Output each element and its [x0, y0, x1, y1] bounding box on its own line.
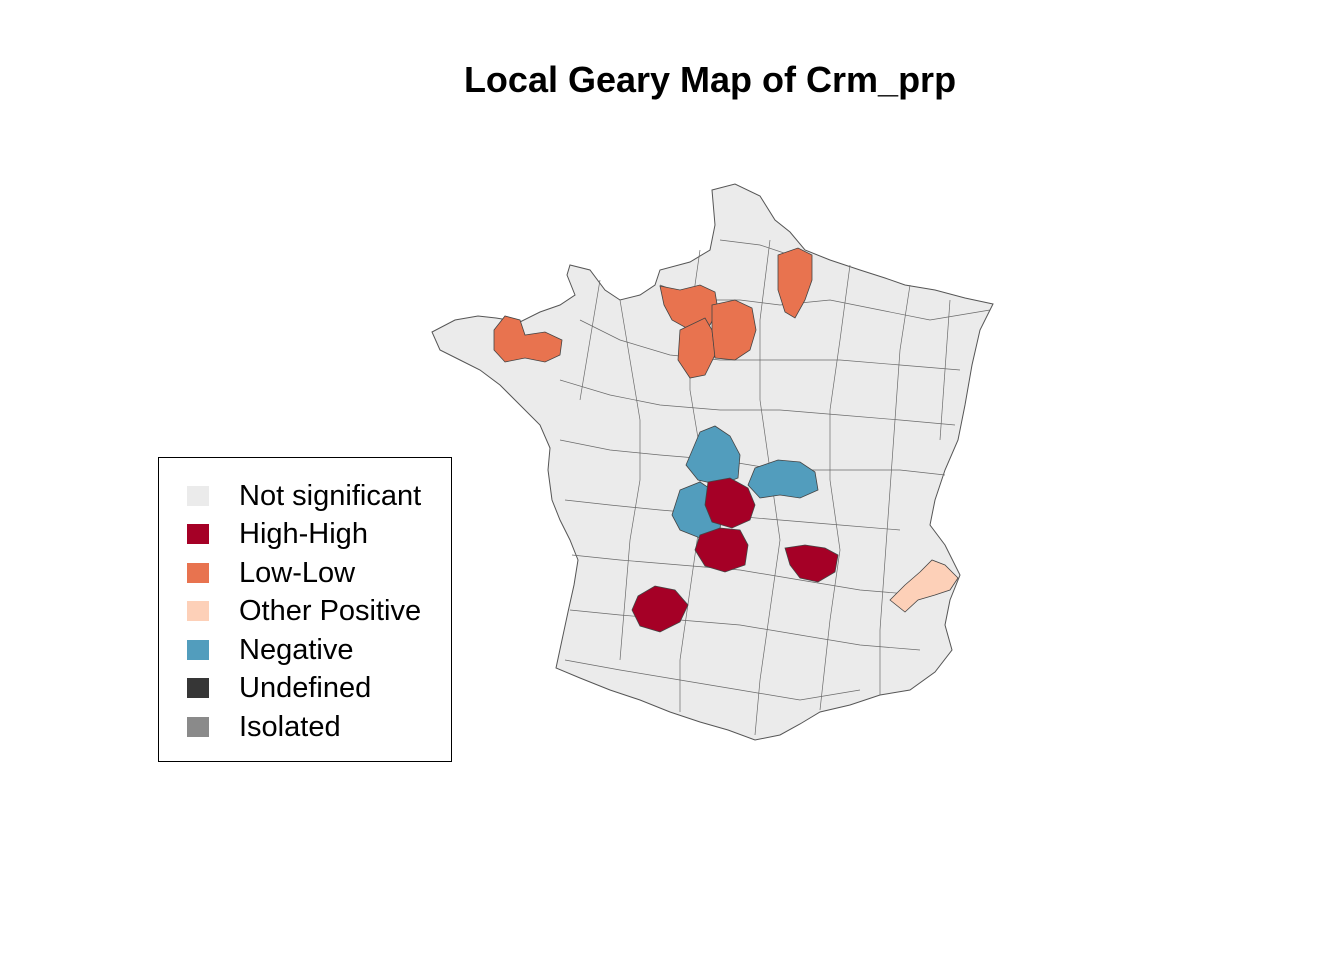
legend-item-negative: Negative	[159, 632, 451, 668]
dept-lot-et-garonne	[631, 585, 689, 633]
legend-item-high-high: High-High	[159, 516, 451, 552]
legend-label: Other Positive	[239, 595, 422, 627]
dept-finistere	[493, 315, 563, 363]
legend-item-not-significant: Not significant	[159, 478, 451, 514]
legend-swatch	[187, 486, 209, 506]
legend-item-low-low: Low-Low	[159, 555, 451, 591]
dept-loire	[784, 544, 839, 583]
legend-label: Undefined	[239, 672, 372, 704]
region-high-high	[631, 477, 839, 633]
dept-correze	[694, 527, 749, 573]
region-other-positive	[889, 559, 959, 613]
legend-swatch	[187, 563, 209, 583]
dept-allier	[747, 459, 819, 499]
map-title: Local Geary Map of Crm_prp	[463, 59, 957, 100]
legend-item-other-positive: Other Positive	[159, 593, 451, 629]
region-low-low	[493, 247, 813, 379]
legend-label: Low-Low	[239, 557, 356, 589]
legend-item-isolated: Isolated	[159, 709, 451, 745]
legend-item-undefined: Undefined	[159, 670, 451, 706]
dept-aisne	[777, 247, 813, 319]
legend-swatch	[187, 717, 209, 737]
dept-hautes-alpes	[889, 559, 959, 613]
legend-swatch	[187, 640, 209, 660]
dept-eure-et-loir	[677, 317, 716, 379]
legend-label: Isolated	[239, 711, 341, 743]
legend-swatch	[187, 601, 209, 621]
legend-label: Negative	[239, 634, 354, 666]
legend-swatch	[187, 524, 209, 544]
dept-indre	[685, 425, 741, 486]
legend-label: High-High	[239, 518, 368, 550]
dept-essonne-area	[711, 299, 757, 361]
dept-creuse	[704, 477, 756, 529]
legend-label: Not significant	[239, 480, 422, 512]
legend-swatch	[187, 678, 209, 698]
legend: Not significant High-High Low-Low Other …	[158, 457, 452, 762]
